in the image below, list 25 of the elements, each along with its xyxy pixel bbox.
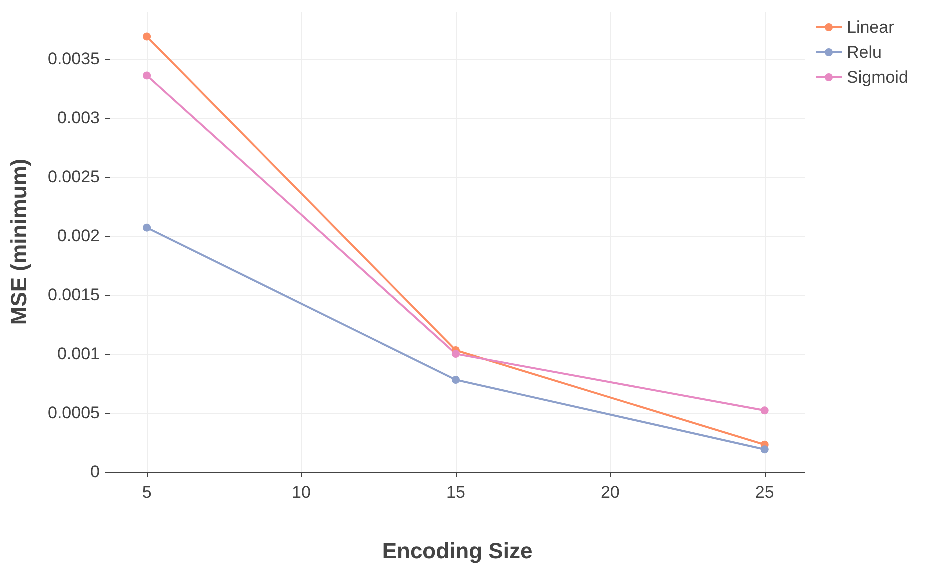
x-tick-label: 5 (142, 483, 152, 502)
x-tick-label: 10 (292, 483, 311, 502)
y-tick-label: 0.0035 (48, 50, 100, 69)
y-tick-label: 0.0025 (48, 168, 100, 187)
y-tick-label: 0.0015 (48, 286, 100, 305)
point (143, 32, 152, 41)
x-tick-label: 20 (600, 483, 620, 502)
x-tick-label: 25 (755, 483, 774, 502)
y-tick-label: 0.003 (57, 108, 100, 128)
y-axis-title: MSE (minimum) (6, 158, 32, 326)
legend-label: Linear (847, 18, 895, 37)
point (452, 350, 460, 358)
point (452, 376, 460, 384)
point (760, 446, 769, 454)
legend-label: Relu (847, 43, 882, 62)
y-tick-label: 0 (90, 462, 100, 482)
y-tick-label: 0.001 (57, 344, 100, 364)
x-axis-title: Encoding Size (382, 538, 533, 564)
y-tick-label: 0.0005 (48, 404, 100, 423)
y-tick-label: 0.002 (57, 226, 100, 246)
point (143, 72, 152, 80)
legend-label: Sigmoid (847, 68, 908, 87)
point (143, 224, 152, 232)
point (760, 406, 769, 415)
x-tick-label: 15 (446, 483, 466, 502)
